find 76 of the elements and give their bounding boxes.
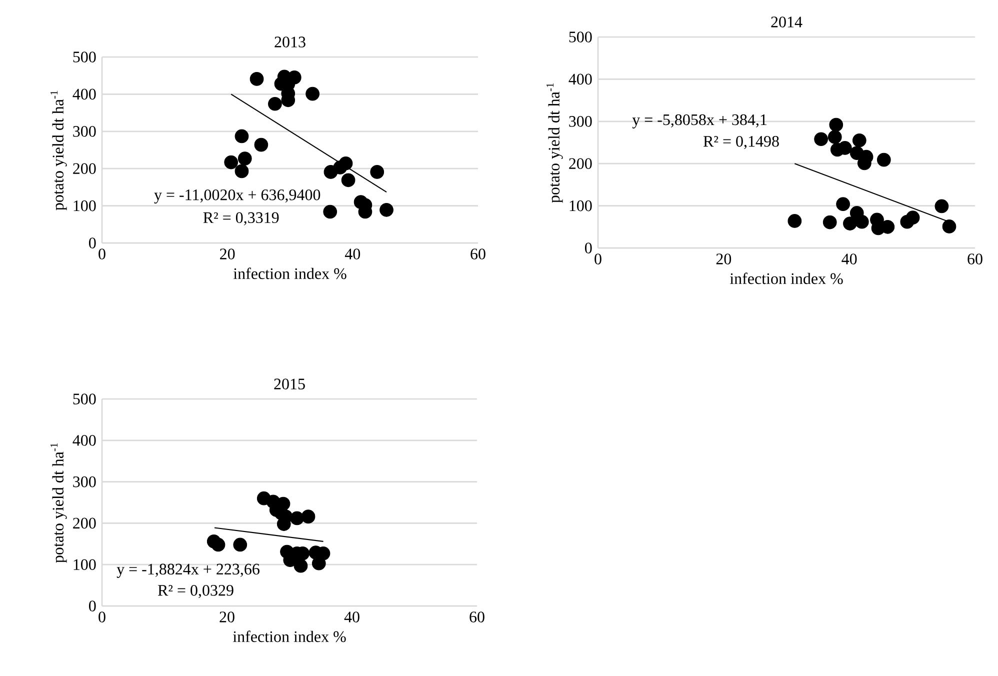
x-tick-label: 40 (842, 254, 857, 264)
point (341, 173, 356, 188)
x-axis-title: infection index % (232, 630, 346, 642)
x-axis-title: infection index % (730, 272, 843, 284)
x-axis-title: infection index % (233, 268, 346, 280)
y-tick-label: 100 (74, 200, 96, 212)
y-axis-title: potato yield dt ha$^{-1}$ (50, 90, 67, 210)
y-tick-label: 200 (73, 163, 96, 174)
y-tick-label: 300 (73, 126, 96, 137)
point (254, 138, 268, 152)
point (852, 133, 866, 148)
annotation: R² = 0,3319 (203, 212, 279, 226)
y-tick-label: 400 (72, 435, 96, 446)
point (338, 156, 353, 170)
y-tick-label: 0 (89, 600, 96, 612)
point (829, 118, 844, 132)
point (828, 130, 842, 144)
y-tick-label: 100 (74, 559, 96, 570)
point (843, 216, 857, 230)
point (814, 132, 828, 146)
x-tick-label: 20 (220, 612, 234, 622)
point (290, 511, 304, 526)
y-tick-label: 400 (72, 88, 96, 100)
y-tick-label: 100 (570, 200, 592, 212)
y-tick-label: 500 (73, 52, 96, 62)
chart-title: 2015 (274, 378, 305, 390)
point (942, 220, 956, 234)
point (224, 155, 238, 170)
point (323, 204, 338, 219)
annotation: y = -5,8058x + 384,1 (632, 114, 767, 128)
y-tick-label: 200 (569, 158, 592, 169)
point (788, 214, 802, 228)
x-tick-label: 0 (98, 612, 106, 622)
point (822, 215, 837, 230)
point (380, 202, 394, 217)
x-tick-label: 40 (344, 612, 360, 622)
x-tick-label: 0 (98, 248, 106, 260)
x-tick-label: 60 (470, 248, 486, 260)
y-axis-title: potato yield dt ha$^{-1}$ (546, 83, 563, 203)
point (876, 152, 891, 167)
point (838, 141, 852, 155)
point (268, 96, 282, 111)
point (250, 72, 264, 86)
point (906, 210, 920, 225)
point (301, 510, 316, 524)
y-tick-label: 500 (73, 394, 96, 404)
y-tick-label: 0 (89, 238, 96, 248)
point (234, 164, 249, 178)
y-tick-label: 300 (73, 476, 96, 488)
annotation: y = -1,8824x + 223,66 (116, 564, 260, 578)
point (854, 214, 869, 229)
point (306, 86, 320, 101)
annotation: y = -11,0020x + 636,9400 (154, 189, 320, 204)
y-tick-label: 300 (569, 116, 592, 127)
x-tick-label: 40 (344, 248, 360, 260)
y-tick-label: 500 (569, 32, 592, 42)
annotation: R² = 0,1498 (703, 136, 779, 150)
point (211, 538, 226, 552)
point (234, 129, 249, 144)
y-axis-title: potato yield dt ha$^{-1}$ (50, 443, 67, 563)
point (294, 558, 308, 573)
point (233, 538, 248, 552)
annotation: R² = 0,0329 (158, 584, 234, 598)
point (934, 199, 949, 214)
x-tick-label: 60 (968, 254, 982, 264)
y-tick-label: 400 (568, 74, 592, 85)
point (836, 197, 850, 212)
x-tick-label: 20 (716, 254, 732, 264)
point (238, 152, 252, 166)
chart-title: 2013 (274, 36, 306, 48)
x-tick-label: 0 (594, 254, 602, 264)
point (370, 165, 384, 179)
x-tick-label: 60 (470, 612, 484, 622)
y-tick-label: 200 (73, 518, 96, 529)
chart-title: 2014 (771, 16, 802, 28)
x-tick-label: 20 (220, 248, 235, 260)
